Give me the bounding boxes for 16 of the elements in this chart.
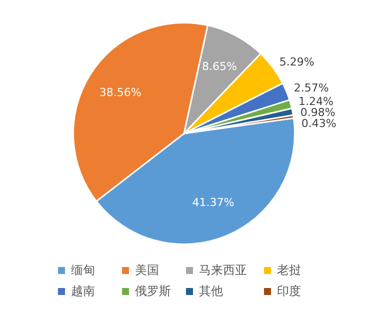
legend-label: 俄罗斯 [135,283,171,300]
legend-label: 老挝 [277,262,301,279]
data-label: 5.29% [279,56,314,69]
legend-label: 其他 [199,283,223,300]
legend-label: 越南 [71,283,95,300]
legend-label: 印度 [277,283,301,300]
data-label: 0.98% [300,106,336,119]
data-label: 38.56% [99,86,142,100]
data-label: 8.65% [202,60,237,73]
data-label: 41.37% [192,196,234,209]
data-label: 0.43% [301,116,336,130]
data-label: 1.24% [298,94,334,108]
data-label: 2.57% [294,81,329,94]
legend-label: 马来西亚 [199,262,247,279]
legend-label: 美国 [135,262,159,279]
legend-label: 缅甸 [71,262,95,279]
